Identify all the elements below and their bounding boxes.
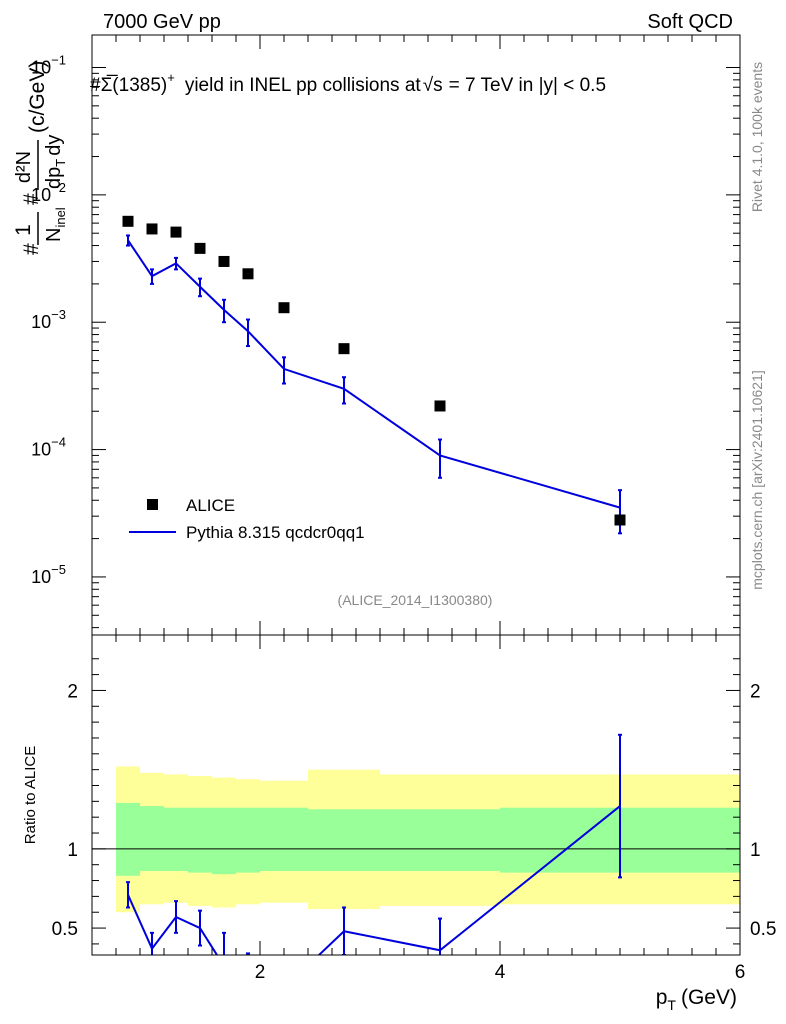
plot-title: #Σ̅(1385)+ yield in INEL pp collisions at… xyxy=(90,70,606,96)
ylabel-ninel: N xyxy=(43,228,65,242)
header-energy: 7000 GeV pp xyxy=(103,11,221,33)
ylabel-ninel-sub: inel xyxy=(53,207,68,227)
y-tick-label: 10−5 xyxy=(31,562,66,587)
xlabel-p: p xyxy=(656,986,668,1009)
uncertainty-band-inner xyxy=(236,807,260,873)
svg-text:Ninel: Ninel xyxy=(43,207,68,242)
ratio-panel-frame xyxy=(91,634,741,956)
y-axis-label: # 1 Ninel # d²N dpTdy (c/GeV) xyxy=(12,61,68,255)
ratio-line xyxy=(127,805,621,955)
legend-label-alice: ALICE xyxy=(186,496,235,515)
svg-text:1: 1 xyxy=(12,224,35,236)
rivet-version-label: Rivet 4.1.0, 100k events xyxy=(749,62,765,212)
uncertainty-band-inner xyxy=(308,809,380,872)
x-tick-label: 2 xyxy=(255,962,266,983)
uncertainty-band-inner xyxy=(140,806,164,872)
main-panel: 10−1 10−2 10−3 10−4 10−5 xyxy=(31,34,741,636)
y-tick-label: 10−1 xyxy=(31,53,66,78)
title-energy: = 7 TeV in |y| < 0.5 xyxy=(449,75,606,96)
uncertainty-band-inner xyxy=(212,807,236,875)
ylabel-unit: (c/GeV) xyxy=(26,61,49,133)
x-tick-label: 6 xyxy=(735,962,746,983)
alice-data-point xyxy=(338,343,350,355)
svg-text:#: # xyxy=(20,193,43,205)
uncertainty-band-inner xyxy=(164,807,188,872)
y-tick-label: 10−4 xyxy=(31,435,66,460)
ratio-y-tick-label-right: 2 xyxy=(750,681,761,702)
ratio-y-axis-label: Ratio to ALICE xyxy=(22,746,39,844)
x-tick-label: 4 xyxy=(495,962,506,983)
ratio-y-tick-label-left: 2 xyxy=(67,681,78,702)
xlabel-unit: (GeV) xyxy=(681,986,737,1009)
legend: ALICE Pythia 8.315 qcdcr0qq1 xyxy=(129,496,365,542)
mcplots-url-label: mcplots.cern.ch [arXiv:2401.10621] xyxy=(749,370,765,589)
svg-text:(c/GeV): (c/GeV) xyxy=(26,61,49,133)
main-panel-frame xyxy=(91,34,741,636)
alice-data-point xyxy=(122,215,134,227)
svg-text:d²N: d²N xyxy=(13,151,35,183)
legend-marker-alice xyxy=(147,499,158,510)
alice-data-point xyxy=(194,242,206,254)
title-sqrt-s: √s xyxy=(423,75,443,96)
ylabel-d2n: d²N xyxy=(13,151,35,183)
uncertainty-band-inner xyxy=(380,809,500,872)
alice-data-point xyxy=(242,268,254,280)
svg-text:dpTdy: dpTdy xyxy=(43,135,68,189)
y-tick-label: 10−2 xyxy=(31,180,66,205)
ylabel-dy: dy xyxy=(43,135,65,156)
ylabel-one: 1 xyxy=(12,224,35,236)
alice-data-point xyxy=(614,514,626,526)
ratio-y-tick-label-right: 1 xyxy=(750,840,761,861)
legend-label-pythia: Pythia 8.315 qcdcr0qq1 xyxy=(186,523,365,542)
ylabel-dpt: dp xyxy=(43,167,65,189)
ratio-y-tick-label-left: 0.5 xyxy=(52,919,78,940)
title-text: yield in INEL pp collisions at xyxy=(185,75,422,96)
ratio-y-tick-label-right: 0.5 xyxy=(750,919,776,940)
uncertainty-band-inner xyxy=(116,802,140,876)
ratio-tick-labels: 0.5 0.5 1 1 2 2 2 4 6 xyxy=(52,681,777,983)
ratio-axis-ticks xyxy=(92,635,741,955)
alice-data-point xyxy=(434,400,446,412)
top-axis-ticks xyxy=(92,35,741,635)
ylabel-hash-1: # xyxy=(20,243,43,255)
ylabel-hash-2: # xyxy=(20,193,43,205)
title-charge: + xyxy=(167,70,175,85)
alice-data-point xyxy=(146,223,158,235)
top-y-tick-labels: 10−1 10−2 10−3 10−4 10−5 xyxy=(31,53,66,587)
alice-data-point xyxy=(278,302,290,314)
xlabel-sub: T xyxy=(667,997,676,1013)
header-category: Soft QCD xyxy=(647,11,733,33)
uncertainty-band-inner xyxy=(188,807,212,873)
pythia-line xyxy=(127,239,621,509)
alice-data-point xyxy=(170,226,182,238)
x-axis-label: pT (GeV) xyxy=(656,986,737,1013)
ratio-panel: 0.5 0.5 1 1 2 2 2 4 6 xyxy=(52,634,777,983)
svg-text:#: # xyxy=(20,243,43,255)
analysis-id-watermark: (ALICE_2014_I1300380) xyxy=(338,592,493,608)
alice-data-point xyxy=(218,255,230,267)
y-tick-label: 10−3 xyxy=(31,307,66,332)
ratio-y-tick-label-left: 1 xyxy=(67,840,78,861)
title-particle: #Σ̅(1385) xyxy=(90,75,167,96)
uncertainty-band-inner xyxy=(260,807,308,872)
ylabel-dpt-sub: T xyxy=(53,159,68,167)
